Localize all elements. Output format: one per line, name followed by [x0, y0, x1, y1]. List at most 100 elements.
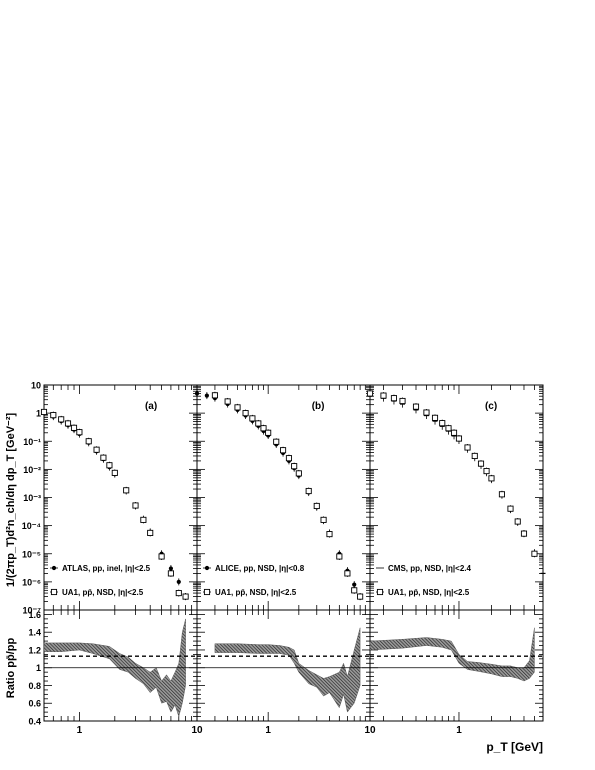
data-point [58, 416, 65, 423]
data-point [295, 470, 302, 477]
series-2 [366, 389, 538, 558]
data-point [168, 566, 174, 571]
y-tick-label: 10⁻⁴ [22, 521, 41, 531]
data-point [132, 502, 139, 509]
panel-3: 1 (c) CMS, pp, NSD, |η|<2.4 UA1, pp̄, NSD, … [366, 384, 546, 736]
x-tick-label: 1 [77, 725, 83, 736]
ratio-y-tick-label: 1.2 [28, 645, 41, 655]
data-point [100, 454, 107, 461]
data-point [147, 529, 154, 536]
data-point [390, 395, 398, 402]
x-tick-label: 1 [456, 725, 462, 736]
data-point [351, 587, 358, 594]
data-point [488, 475, 495, 482]
legend-entry: UA1, pp̄, NSD, |η|<2.5 [376, 588, 470, 597]
data-point [76, 429, 83, 436]
data-point [194, 391, 200, 396]
data-point [260, 425, 267, 432]
y-tick-label: 10⁻² [23, 465, 41, 475]
data-point [336, 553, 343, 560]
data-point [357, 593, 364, 600]
data-point [445, 425, 452, 432]
data-point [439, 420, 446, 427]
ratio-band [43, 618, 186, 718]
data-point [344, 570, 351, 577]
data-point [158, 553, 165, 560]
ratio-y-tick-label: 0.8 [28, 681, 41, 691]
data-point [471, 452, 478, 460]
legend-label: UA1, pp̄, NSD, |η|<2.5 [62, 588, 144, 597]
ratio-y-tick-label: 0.4 [28, 717, 41, 727]
x-tick-label: 10 [364, 725, 376, 736]
data-point [234, 404, 241, 411]
data-point [140, 516, 147, 523]
ratio-band [369, 627, 535, 682]
legend-marker [51, 565, 57, 571]
ratio-axis-title: Ratio pp̄/pp [5, 637, 17, 698]
data-point [176, 579, 181, 584]
data-point [291, 463, 298, 470]
data-point [423, 409, 430, 416]
data-point [255, 420, 262, 427]
data-point [70, 424, 78, 431]
legend-entry: UA1, pp̄, NSD, |η|<2.5 [203, 588, 297, 597]
data-point [514, 518, 521, 525]
top-frame [43, 384, 198, 611]
ratio-y-tick-label: 0.6 [28, 699, 41, 709]
y-tick-label: 10⁻⁶ [22, 577, 41, 587]
data-point [285, 455, 293, 462]
legend-label: ALICE, pp, NSD, |η|<0.8 [215, 564, 305, 573]
data-point [182, 593, 189, 600]
data-point [93, 446, 100, 453]
x-axis-title: p_T [GeV] [486, 740, 543, 754]
ratio-y-tick-label: 1 [36, 663, 41, 673]
data-point [483, 468, 490, 475]
ratio-frame [369, 609, 544, 722]
data-point [366, 390, 374, 397]
legend-marker [204, 565, 210, 571]
legend-marker [376, 588, 384, 596]
data-point [224, 398, 231, 405]
ratio-band [214, 627, 361, 713]
data-point [249, 415, 256, 422]
data-point [412, 403, 420, 410]
data-point [352, 582, 357, 587]
data-point [273, 438, 280, 445]
data-point [64, 420, 72, 427]
data-point [380, 392, 387, 399]
x-tick-label: 10 [191, 725, 203, 736]
data-point [175, 590, 182, 597]
data-point [265, 429, 272, 436]
data-point [280, 447, 287, 454]
ratio-y-tick-label: 1.4 [28, 628, 41, 638]
panel-label: (b) [312, 401, 325, 412]
series-2 [40, 408, 189, 601]
legend-label: UA1, pp̄, NSD, |η|<2.5 [388, 588, 470, 597]
data-point [455, 435, 463, 442]
series-2 [211, 391, 364, 601]
legend-label: ATLAS, pp, inel, |η|<2.5 [62, 564, 151, 573]
data-point [498, 491, 505, 498]
data-point [477, 460, 485, 467]
legend-label: CMS, pp, NSD, |η|<2.4 [388, 564, 471, 573]
y-tick-label: 10 [31, 381, 41, 391]
top-frame [369, 384, 544, 611]
y-tick-label: 1 [36, 409, 41, 419]
y-tick-label: 10⁻³ [23, 493, 41, 503]
data-point [507, 505, 514, 512]
series-1 [367, 392, 546, 577]
y-tick-label: 10⁻⁵ [22, 549, 41, 559]
y-tick-label: 10⁻¹ [23, 437, 41, 447]
data-point [242, 410, 249, 417]
legend-marker [203, 588, 211, 596]
data-point [204, 393, 209, 398]
top-frame [196, 384, 371, 611]
plot-area: 1 10 10 1 10⁻¹ 10⁻² 10⁻³ 10⁻⁴ 10⁻⁵ 10⁻⁶ 10⁻⁷1.6 1.4… [22, 381, 546, 736]
data-point [320, 516, 327, 523]
data-point [167, 570, 174, 577]
panel-label: (c) [485, 401, 497, 412]
data-point [40, 408, 48, 416]
data-point [50, 412, 57, 419]
ratio-y-tick-label: 1.6 [28, 610, 41, 620]
